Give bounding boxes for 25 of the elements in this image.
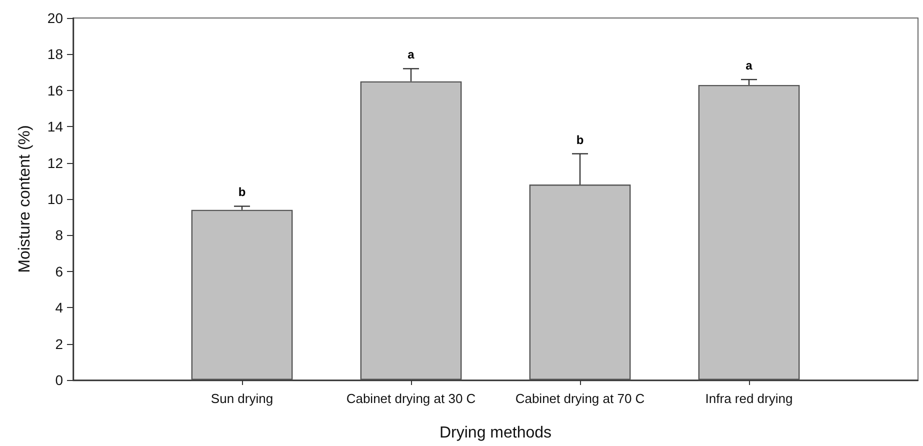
bar [698,84,800,380]
bar [529,184,631,380]
annotation: b [238,185,246,200]
x-tick-label: Sun drying [210,391,274,406]
x-axis-title: Drying methods [439,424,552,442]
y-tick-label: 18 [47,46,64,62]
bar [360,81,462,380]
y-tick-label: 16 [47,82,64,98]
annotation: a [746,58,753,73]
annotation: b [576,132,584,147]
y-tick-label: 20 [47,10,64,26]
x-tick-label: Infra red drying [705,391,793,406]
x-tick-label: Cabinet drying at 70 C [515,391,645,406]
y-tick-label: 8 [55,227,64,244]
annotation: a [408,48,415,62]
y-tick-label: 4 [55,300,64,316]
y-tick-label: 10 [47,191,64,207]
y-axis-title: Moisture content (%) [16,125,34,273]
y-tick-label: 0 [55,372,64,388]
x-tick-label: Cabinet drying at 30 C [346,391,476,406]
y-tick-label: 2 [55,336,64,352]
y-tick-label: 6 [55,263,64,280]
bar [191,210,293,380]
y-tick-label: 12 [47,154,64,171]
y-tick-label: 14 [47,118,64,135]
